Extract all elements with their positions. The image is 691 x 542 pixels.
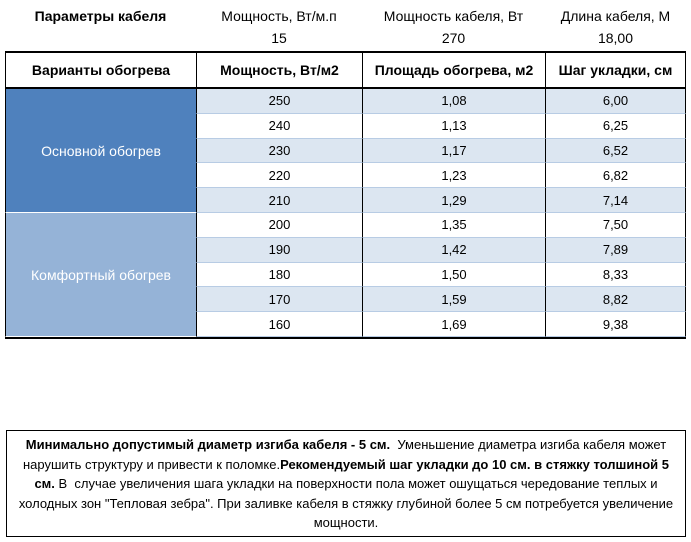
cell: 170 (196, 287, 362, 313)
cell: 7,14 (545, 188, 686, 213)
cell: 250 (196, 89, 362, 114)
group-cell: Основной обогрев (5, 89, 196, 213)
cell: 240 (196, 113, 362, 139)
param-label: Мощность кабеля, Вт (383, 8, 524, 24)
cell: 7,50 (545, 213, 686, 238)
param-value: 18,00 (597, 30, 634, 46)
cell: 6,25 (545, 113, 686, 139)
header-cell: Варианты обогрева (5, 51, 196, 89)
cell: 1,35 (362, 213, 545, 238)
cell: 8,82 (545, 287, 686, 313)
cell: 210 (196, 188, 362, 213)
note-text: В случае увеличения шага укладки на пове… (18, 476, 677, 530)
cell: 1,08 (362, 89, 545, 114)
cell: 1,23 (362, 163, 545, 189)
cell: 1,29 (362, 188, 545, 213)
cell: 1,50 (362, 262, 545, 288)
cell: 6,82 (545, 163, 686, 189)
header-cell: Шаг укладки, см (545, 51, 686, 89)
cell: 1,42 (362, 237, 545, 263)
note-box: Минимально допустимый диаметр изгиба каб… (6, 430, 686, 537)
group-cell: Комфортный обогрев (5, 213, 196, 337)
table-bottom-border (5, 337, 686, 339)
cell: 8,33 (545, 262, 686, 288)
cell: 200 (196, 213, 362, 238)
cell: 180 (196, 262, 362, 288)
cell: 6,52 (545, 138, 686, 164)
params-title: Параметры кабеля (34, 8, 167, 24)
param-value: 15 (271, 30, 287, 46)
param-label: Длина кабеля, М (560, 8, 671, 24)
cell: 1,17 (362, 138, 545, 164)
cell: 220 (196, 163, 362, 189)
cell: 1,69 (362, 312, 545, 337)
note-text: Уменьшение диаметра изгиба кабеля может … (22, 437, 670, 472)
header-cell: Площадь обогрева, м2 (362, 51, 545, 89)
note-text: Рекомендуемый шаг укладки до 10 см. в ст… (34, 456, 673, 492)
cell: 230 (196, 138, 362, 164)
cell: 1,59 (362, 287, 545, 313)
cell: 9,38 (545, 312, 686, 337)
cell: 160 (196, 312, 362, 337)
cell: 1,13 (362, 113, 545, 139)
param-value: 270 (441, 30, 466, 46)
cell: 7,89 (545, 237, 686, 263)
cell: 6,00 (545, 89, 686, 114)
param-label: Мощность, Вт/м.п (221, 8, 337, 24)
cell: 190 (196, 237, 362, 263)
note-text: Минимально допустимый диаметр изгиба каб… (25, 437, 391, 452)
header-cell: Мощность, Вт/м2 (196, 51, 362, 89)
